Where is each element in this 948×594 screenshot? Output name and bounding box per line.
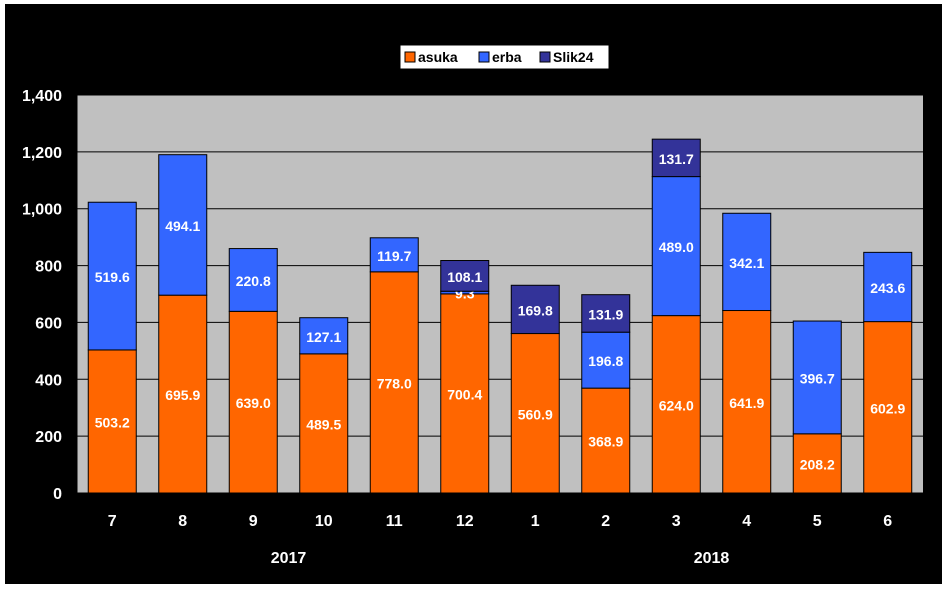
data-label: 639.0	[236, 395, 271, 411]
legend-swatch-erba	[478, 51, 490, 63]
bar-slik24	[651, 138, 701, 178]
bar-asuka	[863, 321, 913, 494]
data-label: 519.6	[95, 269, 130, 285]
x-tick-label: 8	[178, 513, 187, 530]
data-label: 489.5	[306, 416, 341, 432]
bar-erba	[792, 320, 842, 435]
x-tick-label: 4	[742, 513, 751, 530]
legend-label-asuka: asuka	[418, 49, 458, 65]
data-label: 108.1	[447, 269, 482, 285]
x-tick-label: 10	[315, 513, 333, 530]
data-label: 560.9	[518, 406, 553, 422]
year-label: 2018	[694, 550, 730, 567]
bar-slik24	[510, 284, 560, 335]
bar-asuka	[369, 271, 419, 494]
y-tick-label: 200	[35, 429, 62, 446]
data-label: 695.9	[165, 387, 200, 403]
data-label: 396.7	[800, 370, 835, 386]
data-label: 220.8	[236, 273, 271, 289]
bar-asuka	[87, 349, 137, 494]
legend-label-slik24: Slik24	[553, 49, 594, 65]
data-label: 489.0	[659, 239, 694, 255]
bar-asuka	[510, 333, 560, 494]
x-tick-label: 9	[249, 513, 258, 530]
data-label: 641.9	[729, 395, 764, 411]
legend-label-erba: erba	[492, 49, 522, 65]
y-tick-label: 800	[35, 259, 62, 276]
legend-swatch-asuka	[404, 51, 416, 63]
y-tick-label: 600	[35, 315, 62, 332]
x-tick-label: 6	[883, 513, 892, 530]
x-tick-label: 2	[601, 513, 610, 530]
x-tick-label: 11	[386, 513, 403, 530]
bar-asuka	[440, 293, 490, 494]
data-label: 503.2	[95, 414, 130, 430]
bar-asuka	[228, 310, 278, 494]
y-tick-label: 1,400	[22, 88, 62, 105]
legend-box	[399, 44, 610, 70]
bar-asuka	[651, 315, 701, 494]
x-tick-label: 1	[531, 513, 540, 530]
bar-erba	[863, 251, 913, 323]
data-label: 131.9	[588, 306, 623, 322]
data-label: 131.7	[659, 151, 694, 167]
y-tick-label: 1,200	[22, 145, 62, 162]
bar-erba	[581, 331, 631, 389]
plot-area	[77, 95, 923, 493]
bar-erba	[722, 212, 772, 312]
bar-asuka	[581, 387, 631, 494]
data-label: 778.0	[377, 375, 412, 391]
data-label: 624.0	[659, 397, 694, 413]
x-tick-label: 12	[456, 513, 474, 530]
bar-erba	[228, 248, 278, 312]
y-tick-label: 1,000	[22, 202, 62, 219]
y-tick-label: 400	[35, 372, 62, 389]
data-label: 602.9	[870, 400, 905, 416]
bar-erba	[158, 154, 208, 296]
x-tick-label: 3	[672, 513, 681, 530]
bar-erba	[299, 317, 349, 355]
data-label: 700.4	[447, 386, 482, 402]
bar-erba	[651, 176, 701, 317]
bar-asuka	[158, 294, 208, 494]
data-label: 243.6	[870, 280, 905, 296]
bar-slik24	[440, 260, 490, 292]
data-label: 494.1	[165, 218, 200, 234]
data-label: 127.1	[306, 329, 341, 345]
x-tick-label: 7	[108, 513, 117, 530]
data-label: 368.9	[588, 434, 623, 450]
year-label: 2017	[271, 550, 307, 567]
bar-slik24	[581, 294, 631, 333]
legend-swatch-slik24	[539, 51, 551, 63]
bar-erba	[87, 201, 137, 351]
data-label: 208.2	[800, 456, 835, 472]
x-tick-label: 5	[813, 513, 822, 530]
data-label: 196.8	[588, 353, 623, 369]
data-label: 169.8	[518, 302, 553, 318]
data-label: 119.7	[377, 248, 411, 264]
bar-asuka	[792, 433, 842, 494]
bar-erba	[369, 237, 419, 273]
data-label: 342.1	[729, 255, 764, 271]
y-tick-label: 0	[53, 486, 62, 503]
